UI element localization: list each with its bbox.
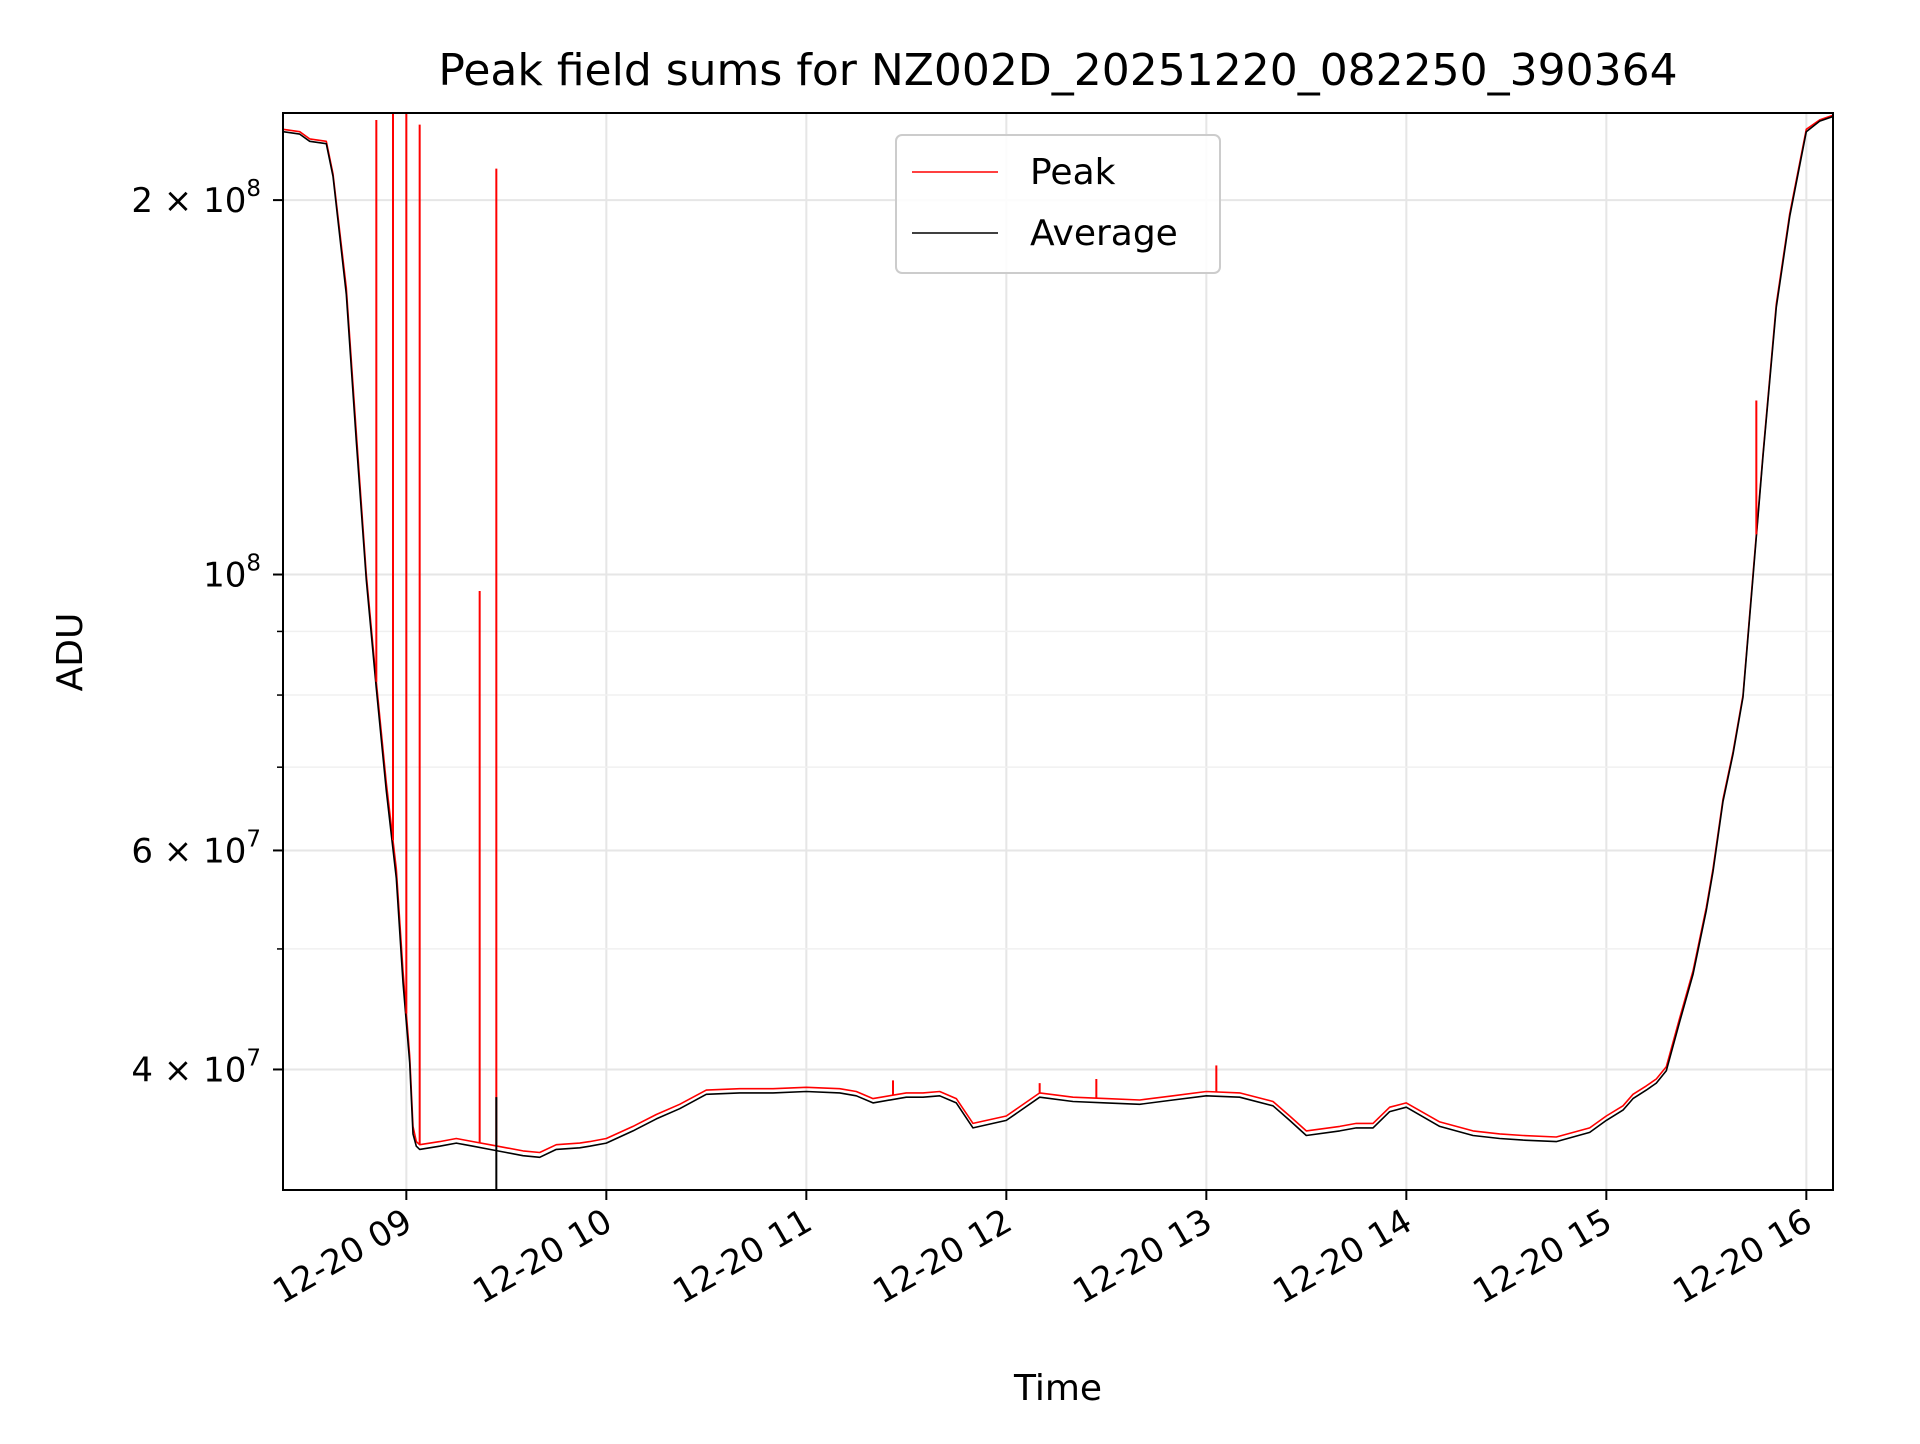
- y-tick-label-exponent: 8: [246, 551, 261, 577]
- y-tick-label-base: 2 × 10: [131, 181, 246, 221]
- y-tick-label-base: 10: [203, 556, 246, 596]
- y-tick-label-exponent: 7: [246, 826, 261, 852]
- y-tick-label-base: 6 × 10: [131, 831, 246, 871]
- legend: Peak Average: [895, 134, 1221, 274]
- y-tick-label: 6 × 107: [131, 826, 261, 871]
- legend-box: [895, 134, 1221, 274]
- y-tick-label: 108: [203, 551, 261, 596]
- series-line-peak: [283, 114, 1833, 1154]
- legend-label-peak: Peak: [1030, 152, 1116, 193]
- y-tick-label-exponent: 7: [246, 1045, 261, 1071]
- y-axis-label: ADU: [50, 613, 91, 692]
- series-line-average: [283, 115, 1833, 1159]
- plot-frame: [282, 112, 1834, 1191]
- y-tick-label-base: 4 × 10: [131, 1050, 246, 1090]
- y-tick-label: 2 × 108: [131, 176, 261, 221]
- y-tick-label: 4 × 107: [131, 1045, 261, 1090]
- x-axis-label: Time: [1013, 1368, 1102, 1409]
- chart-title: Peak field sums for NZ002D_20251220_0822…: [438, 45, 1677, 96]
- series-layer: [283, 113, 1833, 1190]
- legend-label-average: Average: [1030, 213, 1178, 254]
- y-tick-label-exponent: 8: [246, 176, 261, 202]
- grid-lines: [283, 113, 1833, 1190]
